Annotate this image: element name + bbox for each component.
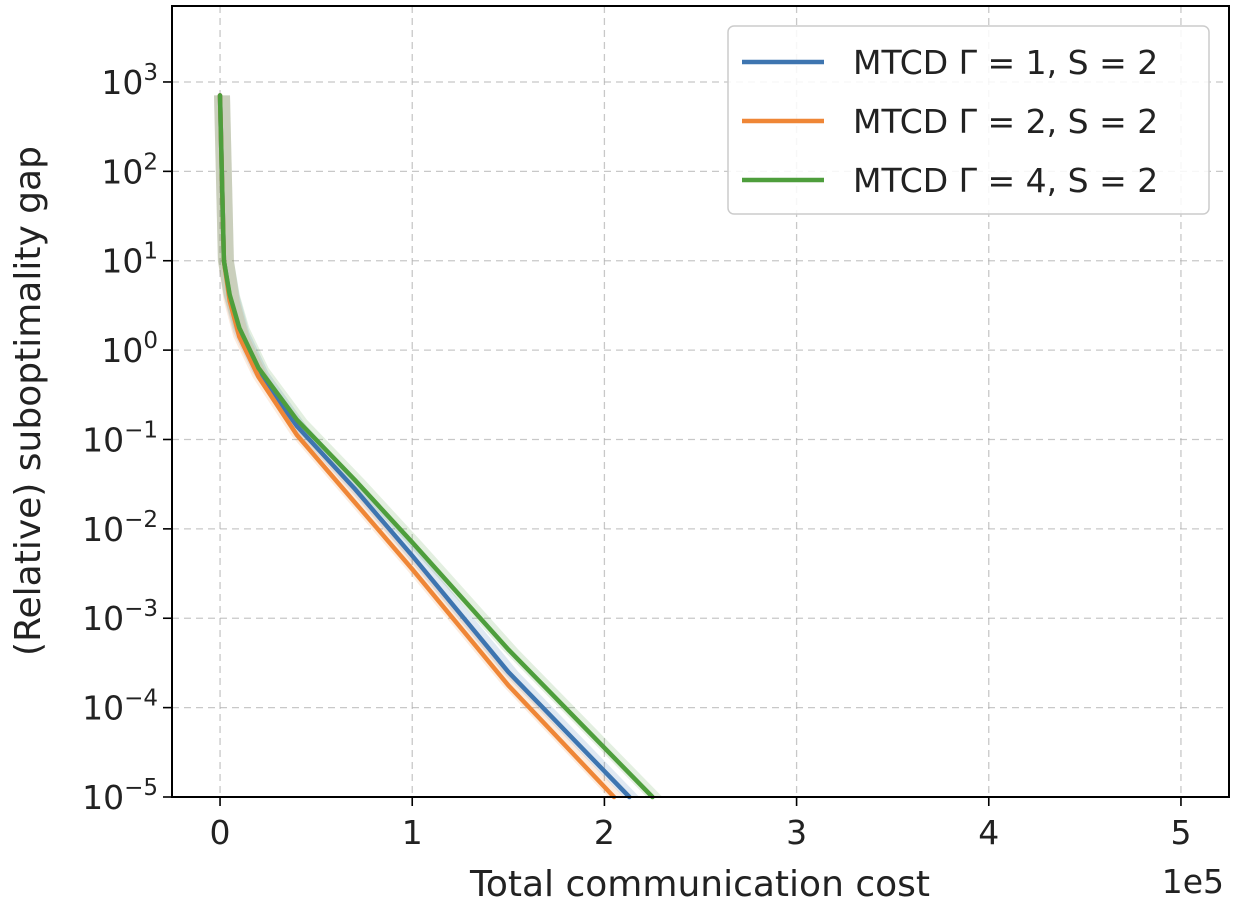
y-tick-label: 10−2: [82, 507, 158, 549]
x-tick-label: 2: [594, 813, 615, 852]
x-tick-label: 5: [1170, 813, 1191, 852]
legend-label-1: MTCD Γ = 1, S = 2: [853, 43, 1158, 82]
y-tick-label: 102: [101, 149, 158, 191]
x-tick-label: 1: [402, 813, 423, 852]
plot-frame: [171, 5, 1230, 798]
y-tick-label: 10−5: [82, 775, 158, 817]
x-tick-label: 4: [978, 813, 999, 852]
x-tick-label: 3: [786, 813, 807, 852]
y-tick-label: 10−4: [82, 686, 158, 728]
y-tick-label: 10−1: [82, 417, 158, 459]
legend: MTCD Γ = 1, S = 2 MTCD Γ = 2, S = 2 MTCD Γ…: [727, 25, 1210, 215]
y-tick-label: 103: [101, 60, 158, 102]
y-tick-label: 101: [101, 239, 158, 281]
y-tick-label: 10−3: [82, 596, 158, 638]
y-axis-label: (Relative) suboptimality gap: [8, 146, 49, 656]
legend-label-2: MTCD Γ = 2, S = 2: [853, 102, 1158, 141]
y-tick-label: 100: [101, 328, 158, 370]
y-axis-ticks: 103 102 101 100 10−1 10−2 10−3 10−4 10−5: [82, 60, 172, 817]
x-tick-label: 0: [210, 813, 231, 852]
legend-label-3: MTCD Γ = 4, S = 2: [853, 161, 1158, 200]
x-axis-ticks: 0 1 2 3 4 5: [210, 797, 1191, 852]
x-axis-label: Total communication cost: [469, 864, 930, 902]
legend-box: [727, 25, 1210, 215]
x-offset-label: 1e5: [1162, 862, 1224, 901]
series-lines: [217, 93, 655, 800]
series-line-3: [217, 93, 655, 800]
